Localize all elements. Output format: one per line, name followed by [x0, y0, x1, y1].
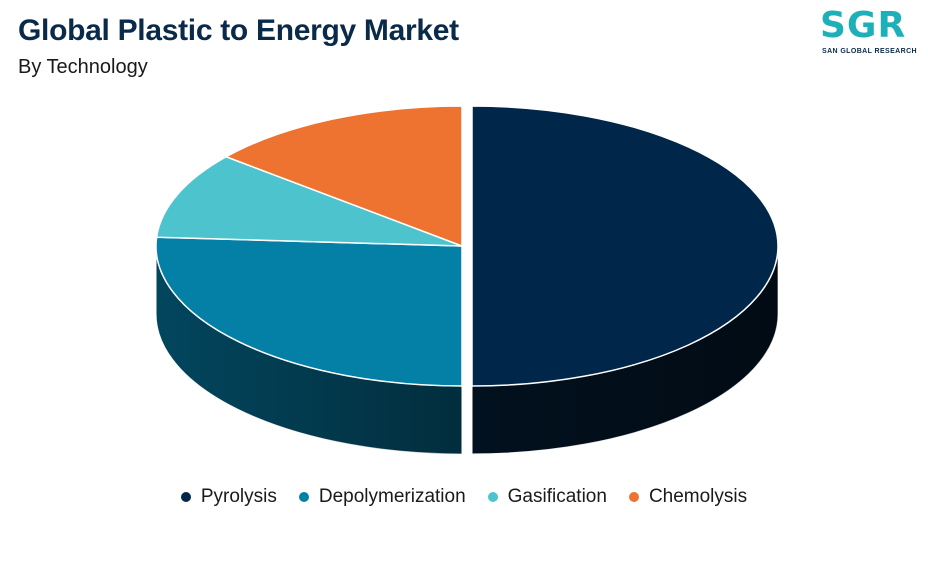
pie-slices	[155, 105, 779, 455]
chart-subtitle: By Technology	[18, 56, 148, 78]
sgr-logo: SGR SAN GLOBAL RESEARCH	[818, 6, 922, 62]
pie-slice-gasification	[155, 155, 463, 247]
pie-side-shade	[156, 246, 462, 454]
pie-slice-chemolysis	[224, 105, 463, 248]
legend-label: Chemolysis	[648, 486, 748, 507]
legend-item-chemolysis: Chemolysis	[628, 486, 748, 508]
legend-item-pyrolysis: Pyrolysis	[180, 486, 277, 508]
chart-legend: Pyrolysis Depolymerization Gasification …	[0, 486, 928, 508]
legend-item-gasification: Gasification	[487, 486, 607, 508]
legend-swatch	[180, 492, 191, 502]
logo-mark: SGR	[820, 5, 907, 46]
legend-label: Gasification	[507, 486, 607, 507]
pie-side-shade	[472, 246, 778, 454]
pie-slice-pyrolysis	[471, 105, 779, 387]
legend-label: Pyrolysis	[200, 486, 277, 507]
legend-label: Depolymerization	[318, 486, 466, 507]
pie-slice-depolymerization	[155, 236, 463, 387]
legend-swatch	[628, 492, 639, 502]
logo-text: SAN GLOBAL RESEARCH	[822, 48, 917, 55]
legend-swatch	[487, 492, 498, 502]
chart-title: Global Plastic to Energy Market	[18, 14, 459, 47]
legend-item-depolymerization: Depolymerization	[298, 486, 466, 508]
legend-swatch	[298, 492, 309, 502]
pie-chart	[155, 105, 779, 455]
